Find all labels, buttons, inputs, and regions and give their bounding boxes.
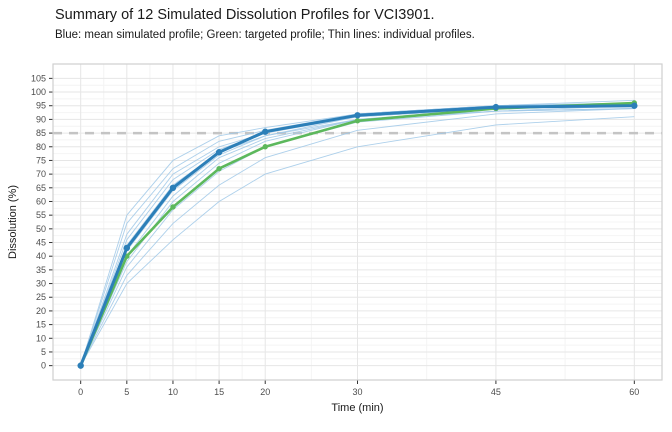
- svg-text:80: 80: [36, 142, 46, 152]
- svg-text:105: 105: [31, 73, 46, 83]
- svg-text:65: 65: [36, 183, 46, 193]
- svg-text:60: 60: [629, 387, 639, 397]
- chart-title: Summary of 12 Simulated Dissolution Prof…: [55, 7, 435, 23]
- svg-text:30: 30: [36, 279, 46, 289]
- svg-text:10: 10: [168, 387, 178, 397]
- svg-text:70: 70: [36, 169, 46, 179]
- svg-text:40: 40: [36, 251, 46, 261]
- svg-text:5: 5: [41, 347, 46, 357]
- svg-text:100: 100: [31, 87, 46, 97]
- svg-text:75: 75: [36, 155, 46, 165]
- svg-text:45: 45: [491, 387, 501, 397]
- dissolution-line-chart: 0510152025303540455055606570758085909510…: [31, 63, 663, 397]
- svg-text:95: 95: [36, 101, 46, 111]
- svg-text:60: 60: [36, 196, 46, 206]
- svg-text:25: 25: [36, 292, 46, 302]
- svg-text:55: 55: [36, 210, 46, 220]
- svg-text:50: 50: [36, 224, 46, 234]
- svg-text:0: 0: [78, 387, 83, 397]
- svg-text:90: 90: [36, 114, 46, 124]
- svg-text:45: 45: [36, 238, 46, 248]
- chart-subtitle: Blue: mean simulated profile; Green: tar…: [55, 29, 475, 41]
- svg-text:35: 35: [36, 265, 46, 275]
- svg-text:20: 20: [260, 387, 270, 397]
- svg-text:30: 30: [352, 387, 362, 397]
- svg-text:85: 85: [36, 128, 46, 138]
- svg-text:15: 15: [36, 320, 46, 330]
- x-axis-title: Time (min): [331, 402, 384, 414]
- svg-text:10: 10: [36, 333, 46, 343]
- svg-text:20: 20: [36, 306, 46, 316]
- svg-text:5: 5: [124, 387, 129, 397]
- svg-text:15: 15: [214, 387, 224, 397]
- svg-text:0: 0: [41, 361, 46, 371]
